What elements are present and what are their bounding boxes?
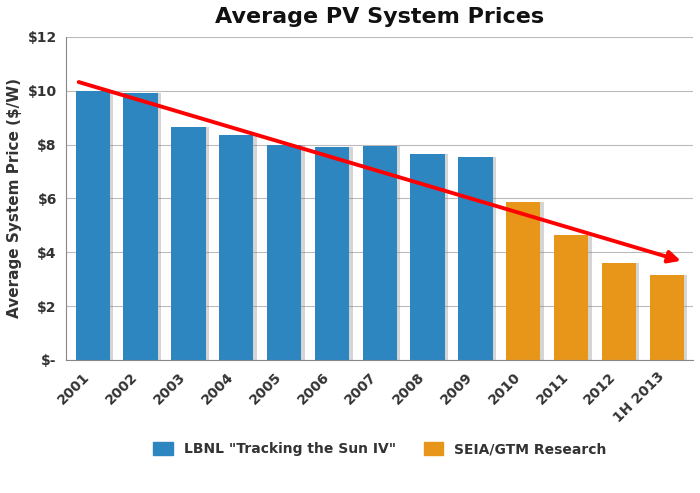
Bar [650, 275, 684, 360]
Bar [605, 263, 640, 360]
Bar [510, 203, 544, 360]
Bar [79, 91, 113, 360]
Bar [414, 154, 448, 360]
Bar [410, 154, 444, 360]
Bar [366, 146, 400, 360]
Bar [557, 235, 592, 360]
Y-axis label: Average System Price ($/W): Average System Price ($/W) [7, 78, 22, 318]
Bar [461, 157, 496, 360]
Bar [318, 147, 353, 360]
Bar [172, 127, 206, 360]
Bar [123, 93, 158, 360]
Bar [363, 146, 397, 360]
Bar [506, 203, 540, 360]
Bar [76, 91, 110, 360]
Bar [653, 275, 687, 360]
Bar [270, 144, 304, 360]
Bar [223, 135, 257, 360]
Bar [267, 144, 301, 360]
Bar [127, 93, 161, 360]
Bar [458, 157, 493, 360]
Bar [219, 135, 253, 360]
Legend: LBNL "Tracking the Sun IV", SEIA/GTM Research: LBNL "Tracking the Sun IV", SEIA/GTM Res… [153, 442, 606, 457]
Bar [602, 263, 636, 360]
Bar [174, 127, 209, 360]
Title: Average PV System Prices: Average PV System Prices [215, 7, 545, 27]
Bar [315, 147, 349, 360]
Bar [554, 235, 588, 360]
